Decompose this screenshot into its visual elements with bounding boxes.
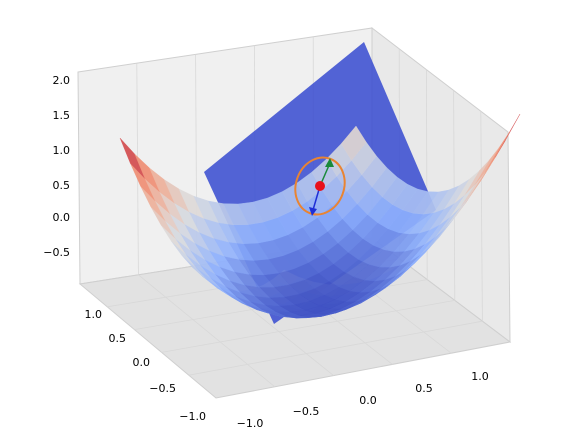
surface-mesh bbox=[119, 113, 521, 319]
x-axis: −1.0 −0.5 0.0 0.5 1.0 bbox=[237, 370, 489, 430]
z-tick-label: 0.0 bbox=[53, 211, 71, 224]
z-axis: 2.0 1.5 1.0 0.5 0.0 −0.5 bbox=[43, 74, 70, 259]
z-tick-label: 1.5 bbox=[53, 109, 71, 122]
grid-line bbox=[138, 274, 276, 388]
x-tick-label: 1.0 bbox=[471, 370, 489, 383]
x-tick-label: 0.5 bbox=[415, 382, 433, 395]
z-tick-label: 2.0 bbox=[53, 74, 71, 87]
grid-line bbox=[161, 300, 455, 353]
y-tick-label: 1.0 bbox=[85, 308, 103, 321]
y-tick-label: −0.5 bbox=[149, 382, 176, 395]
z-tick-label: 1.0 bbox=[53, 144, 71, 157]
x-tick-label: −0.5 bbox=[293, 405, 320, 418]
blue-arrow-head bbox=[309, 207, 317, 216]
y-tick-label: 0.0 bbox=[133, 356, 151, 369]
y-tick-label: −1.0 bbox=[179, 410, 206, 423]
grid-line bbox=[188, 320, 483, 376]
z-tick-label: 0.5 bbox=[53, 179, 71, 192]
y-axis: 1.0 0.5 0.0 −0.5 −1.0 bbox=[85, 308, 207, 423]
z-tick-label: −0.5 bbox=[43, 246, 70, 259]
y-tick-label: 0.5 bbox=[109, 332, 127, 345]
x-tick-label: −1.0 bbox=[237, 417, 264, 430]
surface-patch bbox=[341, 125, 367, 161]
red-point bbox=[315, 181, 325, 191]
x-tick-label: 0.0 bbox=[359, 394, 377, 407]
grid-line bbox=[480, 111, 483, 322]
green-arrow-head bbox=[325, 158, 334, 167]
